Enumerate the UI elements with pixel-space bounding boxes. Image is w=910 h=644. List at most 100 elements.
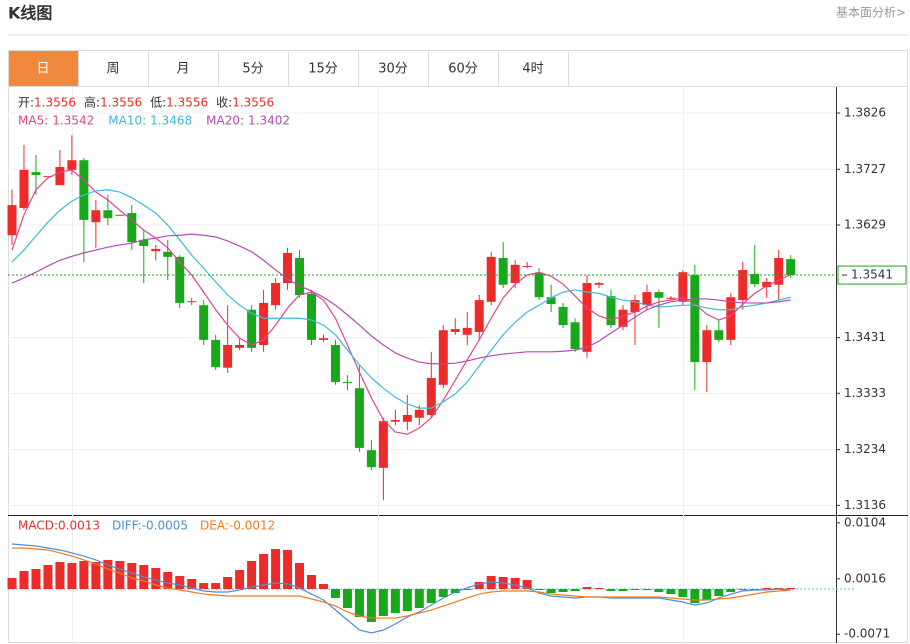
macd-bar xyxy=(67,563,77,590)
legend-value: -0.0005 xyxy=(142,519,188,533)
macd-bar xyxy=(786,587,796,590)
candle-body xyxy=(378,421,388,468)
macd-bar xyxy=(642,589,652,591)
ohlc-value: 1.3556 xyxy=(100,96,142,110)
analysis-link[interactable]: 基本面分析> xyxy=(836,6,906,20)
candle-body xyxy=(606,296,616,326)
candle-body xyxy=(139,239,149,247)
tab-label[interactable]: 15分 xyxy=(308,62,338,77)
macd-bar xyxy=(570,589,580,591)
macd-bar xyxy=(630,589,640,591)
candle-body xyxy=(307,293,316,340)
y-tick-label: 1.3431 xyxy=(844,330,886,344)
candle-body xyxy=(450,329,460,332)
macd-bar xyxy=(115,560,125,590)
macd-bar xyxy=(618,589,628,591)
candle-body xyxy=(726,297,736,340)
last-price-label: 1.3541 xyxy=(851,268,893,282)
candle-body xyxy=(786,259,796,276)
tab-label[interactable]: 4时 xyxy=(522,62,543,77)
macd-bar xyxy=(582,587,592,590)
tab-label[interactable]: 30分 xyxy=(378,62,408,77)
macd-bar xyxy=(606,589,616,591)
candle-body xyxy=(426,377,436,415)
macd-bar xyxy=(318,583,328,590)
legend-name: MA10: xyxy=(108,114,146,128)
macd-bar xyxy=(259,553,269,590)
macd-bar xyxy=(414,589,424,608)
macd-bar xyxy=(690,589,700,604)
tab[interactable] xyxy=(498,50,569,87)
tab[interactable] xyxy=(78,50,149,87)
macd-bar xyxy=(91,562,101,590)
candle-body xyxy=(522,265,532,267)
tab-label[interactable]: 日 xyxy=(36,62,49,77)
candle-body xyxy=(115,214,125,216)
macd-bar xyxy=(390,589,400,614)
candle-body xyxy=(283,252,293,284)
candle-body xyxy=(366,450,376,468)
ohlc-name: 收: xyxy=(216,96,232,110)
y-tick-label: 1.3333 xyxy=(844,386,886,400)
candle-body xyxy=(271,283,281,306)
legend-value: 1.3468 xyxy=(150,114,192,128)
macd-bar xyxy=(163,572,173,590)
macd-line xyxy=(12,547,791,619)
y-tick-label: -0.0071 xyxy=(844,627,890,641)
candle-body xyxy=(714,330,724,340)
tab[interactable] xyxy=(148,50,219,87)
macd-bar xyxy=(19,570,29,590)
legend-name: DEA: xyxy=(200,519,229,533)
macd-bar xyxy=(450,589,460,594)
macd-bar xyxy=(187,579,197,590)
tab-label[interactable]: 月 xyxy=(176,62,189,77)
macd-bar xyxy=(103,559,113,590)
candle-body xyxy=(67,160,77,170)
candle-body xyxy=(342,381,352,383)
macd-bar xyxy=(7,577,17,590)
candle-body xyxy=(690,275,700,363)
macd-bar xyxy=(295,563,305,590)
macd-bar xyxy=(283,549,293,590)
candle-body xyxy=(330,344,340,382)
macd-bar xyxy=(366,589,376,622)
candle-body xyxy=(175,256,185,303)
candle-body xyxy=(43,176,53,178)
candle-body xyxy=(630,300,640,313)
tab[interactable] xyxy=(358,50,429,87)
candle-body xyxy=(666,297,676,299)
macd-bar xyxy=(666,589,676,595)
tab-label[interactable]: 60分 xyxy=(448,62,478,77)
y-tick-label: 1.3234 xyxy=(844,442,886,456)
macd-bar xyxy=(330,589,340,598)
tab-label[interactable]: 周 xyxy=(106,62,119,77)
candle-body xyxy=(474,300,484,332)
tab[interactable] xyxy=(218,50,289,87)
macd-bar xyxy=(307,575,316,590)
tab[interactable] xyxy=(288,50,359,87)
macd-bar xyxy=(522,580,532,590)
tab-label[interactable]: 5分 xyxy=(242,62,263,77)
macd-bar xyxy=(127,563,137,590)
y-tick-label: 0.0016 xyxy=(844,571,886,585)
tab[interactable] xyxy=(8,50,79,87)
macd-bar xyxy=(271,549,281,590)
macd-bar xyxy=(247,560,257,590)
macd-bar xyxy=(175,576,185,590)
candle-body xyxy=(642,292,652,306)
legend-name: MA5: xyxy=(18,114,48,128)
candle-body xyxy=(151,248,161,252)
candle-body xyxy=(498,258,508,285)
candle-body xyxy=(618,309,628,327)
ohlc-name: 高: xyxy=(84,95,100,110)
candle-body xyxy=(103,210,113,219)
macd-bar xyxy=(546,589,556,594)
ohlc-name: 开: xyxy=(18,96,34,110)
candle-body xyxy=(582,283,592,352)
candle-body xyxy=(163,251,173,257)
candle-body xyxy=(91,210,101,223)
macd-bar xyxy=(462,589,472,591)
macd-bar xyxy=(211,583,221,590)
candle-body xyxy=(546,297,556,305)
candle-body xyxy=(738,269,748,301)
